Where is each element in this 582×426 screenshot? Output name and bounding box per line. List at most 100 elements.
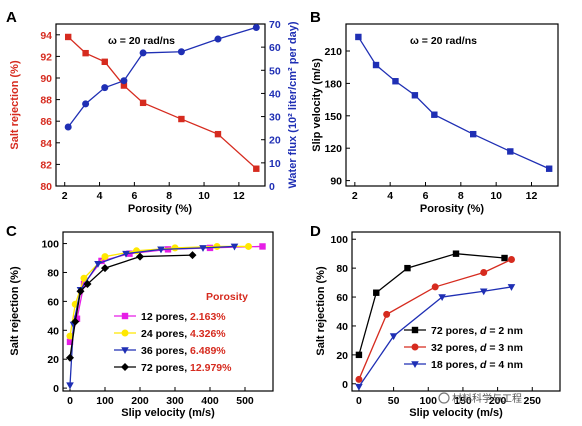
panel-c-x-tick-label: 100 xyxy=(96,395,114,407)
panel-a-x-tick-label: 8 xyxy=(166,190,172,202)
panel-a-label: A xyxy=(6,9,17,26)
panel-b-series-1-point xyxy=(431,111,438,118)
panel-a-series-2-point xyxy=(252,23,260,31)
panel-a-series-1-line xyxy=(67,36,257,170)
panel-a-series-1-point xyxy=(101,58,108,65)
panel-d-legend: 72 pores, d = 2 nm 32 pores, d = 3 nm 18 p… xyxy=(404,325,523,371)
panel-c-x-tick-label: 400 xyxy=(201,395,219,407)
panel-a-series-1-point xyxy=(64,33,72,41)
panel-a-y2-axis-label: Water flux (10² liter/cm² per day) xyxy=(287,21,299,188)
panel-d-series-2-point xyxy=(383,310,391,318)
panel-b-y-tick-label: 210 xyxy=(324,46,342,58)
panel-a-series-2-line xyxy=(67,26,257,128)
panel-b-y-tick-label: 150 xyxy=(324,111,342,123)
panel-d-legend-label-3: 18 pores, d = 4 nm xyxy=(431,359,523,371)
panel-d-series-2-point xyxy=(355,375,363,383)
panel-c-series-2-point xyxy=(101,253,109,261)
panel-d-x-tick-label: 200 xyxy=(489,395,507,407)
panel-a-y2-tick-label: 60 xyxy=(269,42,281,54)
panel-a-y2-tick-label: 0 xyxy=(269,181,275,193)
panel-d-series-3-point xyxy=(355,383,363,391)
panel-d-x-tick-label: 250 xyxy=(524,395,542,407)
panel-c-series-2-point xyxy=(213,242,221,250)
panel-a-y2-ticks: 0 10 20 30 40 50 60 70 xyxy=(261,19,281,193)
panel-a-x-tick-label: 12 xyxy=(233,190,245,202)
panel-d-x-tick-label: 150 xyxy=(454,395,472,407)
panel-c-y-tick-label: 80 xyxy=(47,267,59,279)
panel-d-series-1-point xyxy=(501,254,508,262)
panel-b-annotation: ω = 20 rad/ns xyxy=(410,35,477,47)
panel-c-y-ticks: 0 20 40 60 80 100 xyxy=(41,239,67,395)
panel-d-series-3-point xyxy=(479,288,488,296)
panel-d-x-ticks: 0 50 100 150 200 250 xyxy=(356,387,541,407)
panel-b-label: B xyxy=(310,9,321,26)
panel-a-y-tick-label: 86 xyxy=(40,116,52,128)
panel-d-legend-marker-1 xyxy=(411,326,419,334)
panel-d-series-2-point xyxy=(431,283,439,291)
panel-b-x-tick-label: 4 xyxy=(387,190,393,202)
panel-a: A ω = 20 rad/ns 2 4 6 8 10 12 80 82 84 86 88 90 92 9… xyxy=(6,9,299,215)
panel-a-series-1-point xyxy=(214,130,222,138)
panel-a-series-2-point xyxy=(120,77,128,85)
panel-c-series-2-point xyxy=(245,242,252,250)
panel-a-y2-tick-label: 30 xyxy=(269,112,281,124)
panel-b-x-tick-label: 12 xyxy=(526,190,538,202)
panel-a-y2-tick-label: 40 xyxy=(269,88,281,100)
panel-b-series xyxy=(355,33,553,172)
panel-a-y-tick-label: 82 xyxy=(40,159,52,171)
panel-c-legend-label-4: 72 pores, 12.979% xyxy=(141,362,232,374)
panel-a-y-tick-label: 88 xyxy=(40,95,52,107)
panel-c-legend-title: Porosity xyxy=(206,291,248,303)
panel-a-x-ticks: 2 4 6 8 10 12 xyxy=(62,182,245,202)
panel-d-x-tick-label: 50 xyxy=(388,395,400,407)
panel-c-x-tick-label: 300 xyxy=(166,395,184,407)
panel-c-legend-marker-4 xyxy=(121,363,129,371)
panel-a-x-tick-label: 2 xyxy=(62,190,68,202)
panel-c-series-3-point xyxy=(66,382,74,390)
panel-c-series-3-point xyxy=(94,261,102,268)
panel-d-series-3-point xyxy=(507,284,516,291)
panel-d-y-tick-label: 20 xyxy=(336,350,348,362)
panel-c-y-tick-label: 0 xyxy=(53,383,59,395)
panel-b-series-1-point xyxy=(545,165,553,172)
panel-c-series-4-point xyxy=(71,317,80,326)
panel-c-y-tick-label: 40 xyxy=(47,325,59,337)
watermark-text: 材料科学与工程 xyxy=(452,392,522,405)
panel-c-series-2-line xyxy=(69,245,249,337)
panel-a-series-1-point xyxy=(120,82,128,89)
panel-b-series-1-point xyxy=(411,92,419,99)
panel-c-legend-label-1: 12 pores, 2.163% xyxy=(141,311,226,323)
panel-a-series-1-point xyxy=(82,49,89,57)
panel-c-series-4-point xyxy=(76,287,85,296)
panel-d-legend-marker-2 xyxy=(411,343,419,351)
panel-c-series-3-point xyxy=(122,250,130,258)
panel-d-series xyxy=(355,250,516,391)
panel-a-annotation: ω = 20 rad/ns xyxy=(108,35,175,47)
panel-a-series-2-point xyxy=(139,49,147,57)
panel-b-y-tick-label: 90 xyxy=(330,176,342,188)
panel-a-y2-tick-label: 20 xyxy=(269,135,281,147)
panel-d-series-1-point xyxy=(404,264,411,272)
panel-c-x-axis-label: Slip velocity (m/s) xyxy=(121,407,215,419)
panel-c-series-1-point xyxy=(66,338,74,346)
panel-b-y-tick-label: 180 xyxy=(324,78,342,90)
panel-c-series-2-point xyxy=(80,274,88,282)
panel-c-series-3-point xyxy=(199,245,207,252)
panel-b-frame xyxy=(345,23,559,187)
panel-a-x-tick-label: 4 xyxy=(97,190,103,202)
panel-d-y-tick-label: 80 xyxy=(336,263,348,275)
panel-c-x-tick-label: 200 xyxy=(131,395,149,407)
panel-c-series-2-point xyxy=(66,332,74,340)
panel-b-y-axis-label: Slip velocity (m/s) xyxy=(311,58,323,152)
panel-c-y-tick-label: 60 xyxy=(47,296,59,308)
panel-c-legend-marker-2 xyxy=(121,329,129,337)
panel-c-frame xyxy=(62,231,274,392)
panel-c-y-tick-label: 20 xyxy=(47,354,59,366)
panel-a-y-tick-label: 84 xyxy=(40,138,52,150)
panel-c-x-ticks: 0 100 200 300 400 500 xyxy=(67,387,254,407)
panel-d-y-tick-label: 100 xyxy=(330,234,348,246)
panel-d-label: D xyxy=(310,223,321,240)
panel-a-y-tick-label: 94 xyxy=(40,30,52,42)
panel-b: B ω = 20 rad/ns 2 4 6 8 10 12 90120150180210 … xyxy=(310,9,559,215)
panel-d-x-tick-label: 0 xyxy=(356,395,362,407)
